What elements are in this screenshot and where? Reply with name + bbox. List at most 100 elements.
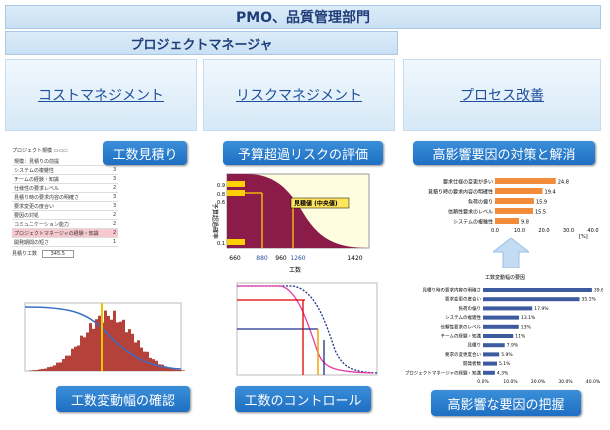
histogram-bar — [68, 355, 71, 371]
histogram-bar — [89, 323, 92, 371]
estimate-table: 規模：見積りの前提1システムの複雑性3チームの経験・知識3仕様性の要求レベル2見… — [12, 157, 119, 247]
bar — [495, 208, 533, 214]
estimate-row: 要求変更の度合い 3 — [12, 201, 119, 211]
histogram-bar — [65, 355, 68, 371]
estimate-row: 要因の対処 2 — [12, 210, 119, 220]
process-improvement-link[interactable]: プロセス改善 — [460, 88, 544, 104]
bar-value-label: 35.1% — [582, 297, 597, 303]
bar-category-label: システムの複雑性 — [445, 314, 481, 321]
estimate-result-label: 見積り工数 — [12, 251, 38, 257]
histogram-bar — [122, 319, 125, 371]
bar — [483, 343, 505, 348]
bar — [495, 218, 520, 224]
risk-y-tick: 0.8 — [217, 192, 225, 198]
bar-value-label: 5.1% — [499, 361, 511, 367]
bar-x-tick: 40.0% — [586, 379, 601, 385]
bar-value-label: 13% — [521, 324, 532, 330]
countermeasure-x-ticks: 0.0 10.0 20.0 30.0 40.0 — [491, 228, 599, 234]
histogram-bar — [179, 369, 182, 371]
bar-value-label: 15.5 — [535, 210, 546, 216]
process-improvement-header: プロセス改善 — [403, 59, 601, 131]
bar-x-tick: 10.0 — [514, 228, 525, 234]
bar-category-label: 負荷の偏り — [468, 199, 493, 206]
risk-annotation-box — [290, 197, 350, 209]
risk-management-link[interactable]: リスクマネジメント — [236, 88, 362, 104]
estimate-row-label: 見積り時の要求内容の明確さ — [12, 192, 111, 202]
histogram-bar — [74, 346, 77, 371]
estimate-row-label: 規模：見積りの前提 — [12, 157, 111, 166]
cost-management-link[interactable]: コストマネジメント — [38, 88, 164, 104]
estimate-row-value[interactable]: 3 — [111, 174, 119, 184]
estimate-row-value[interactable]: 2 — [111, 219, 119, 229]
estimate-row: チームの経験・知識 3 — [12, 174, 119, 184]
bar — [483, 370, 495, 375]
estimate-result-value: 345.5 — [41, 250, 74, 258]
estimate-row-value[interactable]: 2 — [111, 210, 119, 220]
bar-value-label: 5.9% — [501, 352, 513, 358]
histogram-bar — [50, 366, 53, 371]
risk-y-ticks: 0.9 0.8 0.6 0.1 — [217, 183, 225, 247]
histogram-bar — [110, 319, 113, 371]
bar-value-label: 19.4 — [545, 190, 556, 196]
estimate-row-value[interactable]: 3 — [111, 165, 119, 175]
project-manager-banner: プロジェクトマネージャ — [5, 31, 398, 55]
bar-value-label: 11% — [515, 334, 526, 340]
histogram-bar — [170, 368, 173, 371]
estimate-row-label: 要因の対処 — [12, 210, 111, 220]
estimate-row-label: システムの複雑性 — [12, 165, 111, 175]
histogram-bar — [149, 357, 152, 371]
countermeasure-unit: [%] — [579, 234, 588, 240]
bar-category-label: 信頼性要求のレベル — [441, 323, 482, 330]
estimate-row-label: チームの経験・知識 — [12, 174, 111, 184]
risk-x-tick: 1260 — [290, 255, 305, 262]
estimate-row-value[interactable]: 1 — [111, 237, 119, 247]
risk-x-tick: 880 — [256, 255, 268, 262]
bar — [483, 334, 514, 338]
histogram-bar — [80, 335, 83, 371]
cumulative-curve — [24, 306, 182, 370]
risk-x-tick: 660 — [229, 255, 241, 262]
estimate-sheet: プロジェクト規模 ▭▭▭ 規模：見積りの前提1システムの複雑性3チームの経験・知… — [12, 148, 140, 288]
bar — [483, 352, 500, 357]
estimate-row-value[interactable]: 3 — [111, 192, 119, 202]
bar — [483, 297, 580, 302]
countermeasure-chart: 要求仕様の変更が多い 24.8 見積り時の要求内容の明確性 19.4 負荷の偏り 15.9… — [428, 178, 599, 240]
estimate-row-value[interactable]: 2 — [111, 183, 119, 193]
histogram-bar — [53, 365, 56, 371]
estimate-row-label: 仕様性の要求レベル — [12, 183, 111, 193]
bar-value-label: 4.3% — [497, 370, 509, 376]
bar-category-label: 要求の変更度合い — [445, 351, 481, 358]
bar-value-label: 17.9% — [534, 306, 549, 312]
histogram-bar — [29, 370, 32, 371]
estimate-row: 仕様性の要求レベル 2 — [12, 183, 119, 193]
bar — [483, 288, 592, 292]
bar-category-label: 要求変更の度合い — [445, 296, 481, 303]
bar — [483, 324, 519, 329]
risk-y-tick: 0.6 — [217, 200, 225, 206]
control-curve-pink — [237, 285, 374, 374]
bar-category-label: 見積り時の要求内容の明確さ — [423, 287, 482, 294]
risk-marker-09 — [227, 181, 245, 187]
bar-category-label: 負荷の偏り — [459, 305, 482, 312]
factors-title: 工数変動幅の要因 — [485, 274, 525, 281]
bar-value-label: 7.9% — [507, 343, 519, 349]
histogram-bar — [59, 362, 62, 371]
bar-x-tick: 20.0% — [531, 379, 546, 385]
histogram-bar — [62, 359, 65, 371]
control-chart — [236, 282, 378, 376]
histogram-bar — [41, 368, 44, 371]
countermeasure-bars: 要求仕様の変更が多い 24.8 見積り時の要求内容の明確性 19.4 負荷の偏り 15.9… — [428, 178, 569, 226]
histogram-bar — [131, 333, 134, 371]
estimate-row-value[interactable]: 3 — [111, 201, 119, 211]
bar — [495, 198, 534, 204]
risk-marker-01 — [227, 239, 245, 245]
estimate-row-value[interactable]: 2 — [111, 228, 119, 238]
up-arrow-icon — [493, 238, 529, 268]
estimate-row: システムの複雑性 3 — [12, 165, 119, 175]
histogram-bar — [173, 369, 176, 371]
histogram-bar — [92, 328, 95, 371]
estimate-result: 見積り工数 345.5 — [12, 250, 140, 258]
histogram-bar — [86, 332, 89, 371]
histogram-bar — [137, 340, 140, 371]
bar-value-label: 13.1% — [521, 315, 536, 321]
